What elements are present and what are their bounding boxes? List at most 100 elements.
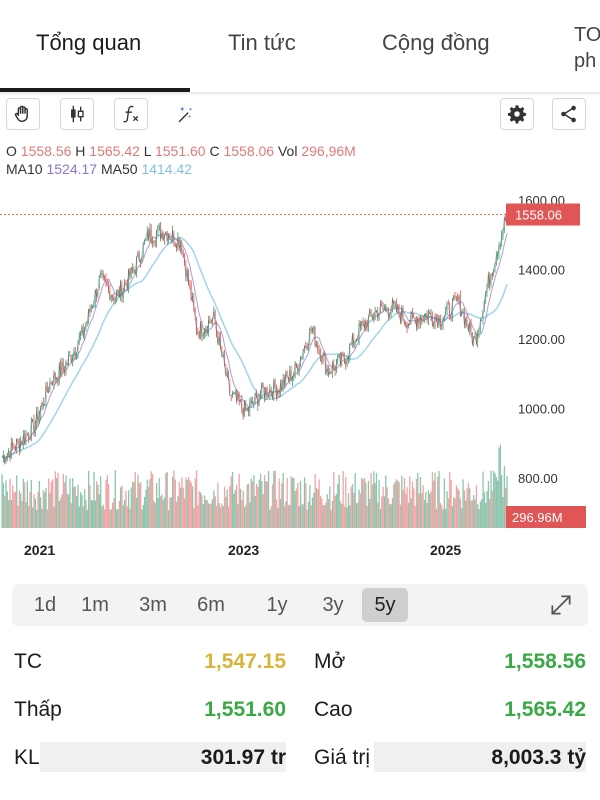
volume-bar (251, 481, 254, 528)
volume-bar (474, 499, 476, 528)
volume-bar (403, 478, 406, 528)
volume-bar (93, 472, 95, 528)
volume-bar (447, 498, 450, 528)
volume-bar (198, 491, 200, 528)
volume-bar (466, 488, 468, 528)
volume-bar (158, 478, 160, 528)
stat-tc: TC 1,547.15 (14, 650, 286, 673)
tab-overview[interactable]: Tổng quan (36, 30, 142, 55)
volume-bar (358, 489, 360, 528)
volume-bar (175, 501, 178, 528)
volume-bar (247, 483, 250, 528)
volume-bar (234, 489, 236, 528)
volume-bar (505, 488, 507, 528)
volume-bar (96, 481, 98, 528)
volume-bar (8, 499, 10, 528)
volume-bar (22, 478, 25, 528)
volume-bar (267, 470, 270, 528)
volume-bar (301, 503, 303, 528)
x-tick-label: 2023 (228, 542, 259, 558)
volume-bar (50, 481, 53, 528)
volume-bar (423, 499, 426, 528)
volume-bar (311, 497, 314, 528)
volume-bar (206, 500, 208, 528)
volume-bar (61, 494, 63, 528)
magic-wand-icon[interactable] (168, 98, 202, 130)
volume-bar (442, 509, 444, 528)
volume-bar (183, 498, 186, 528)
volume-bar (477, 504, 479, 528)
range-1y[interactable]: 1y (266, 594, 288, 616)
volume-bar (313, 492, 315, 528)
volume-bar (36, 509, 38, 528)
volume-bar (398, 482, 400, 528)
volume-bar (190, 482, 192, 528)
volume-bar (92, 500, 94, 528)
tab-bar: Tổng quan Tin tức Cộng đồng TO ph (0, 0, 600, 92)
volume-bar (159, 496, 162, 528)
volume-bar (48, 478, 50, 528)
volume-bar (46, 509, 49, 528)
price-chart[interactable]: 1600.00 1400.00 1200.00 1000.00 800.00 1558.0… (0, 180, 600, 570)
tab-clipped[interactable]: TO ph (574, 24, 600, 72)
volume-bar (49, 492, 51, 528)
volume-bar (382, 486, 384, 528)
function-icon[interactable] (114, 98, 148, 130)
volume-bar (425, 492, 427, 528)
volume-bar (469, 488, 471, 528)
volume-bar (309, 485, 311, 528)
volume-bar (333, 472, 335, 528)
volume-bar (20, 493, 22, 528)
volume-bar (17, 505, 19, 528)
gear-icon[interactable] (500, 98, 534, 130)
volume-bar (437, 476, 439, 528)
volume-bar (291, 477, 294, 528)
volume-bar (483, 492, 486, 528)
range-1d[interactable]: 1d (33, 594, 57, 616)
volume-bar (414, 506, 416, 528)
volume-bar (215, 505, 218, 528)
volume-bar (133, 482, 135, 528)
volume-bar (395, 479, 398, 528)
volume-bar (406, 487, 408, 528)
tab-news[interactable]: Tin tức (228, 30, 296, 55)
x-tick-label: 2025 (430, 542, 461, 558)
stat-value: Giá trị 8,003.3 tỷ (314, 738, 586, 778)
volume-bar (491, 490, 494, 528)
range-1m[interactable]: 1m (81, 594, 109, 616)
volume-bar (457, 488, 459, 528)
range-6m[interactable]: 6m (197, 594, 225, 616)
volume-bar (339, 501, 342, 528)
volume-bar (213, 490, 215, 528)
volume-bar (453, 497, 455, 528)
volume-bar (461, 508, 463, 528)
range-3m[interactable]: 3m (139, 594, 167, 616)
range-5y[interactable]: 5y (362, 588, 408, 622)
volume-bar (187, 476, 190, 528)
volume-bar (433, 480, 435, 528)
price-chart-svg[interactable]: 1600.001400.001200.001000.00800.001558.0… (0, 180, 600, 570)
volume-bar (430, 491, 432, 528)
volume-bar (397, 480, 399, 528)
volume-bar (411, 481, 414, 528)
volume-bar (138, 483, 140, 528)
tab-community[interactable]: Cộng đồng (382, 30, 490, 55)
stat-high: Cao 1,565.42 (314, 698, 586, 721)
candlestick-icon[interactable] (60, 98, 94, 130)
volume-bar (342, 471, 344, 528)
expand-icon[interactable] (548, 592, 574, 618)
range-3y[interactable]: 3y (322, 594, 344, 616)
volume-bar (80, 492, 82, 528)
last-price-tag-text: 1558.06 (515, 208, 562, 223)
share-icon[interactable] (552, 98, 586, 130)
volume-bar (62, 473, 64, 528)
volume-bar (107, 483, 110, 528)
volume-bar (359, 493, 362, 528)
volume-bar (299, 480, 302, 528)
hand-icon[interactable] (6, 98, 40, 130)
volume-bar (54, 471, 56, 528)
volume-bar (66, 493, 68, 528)
last-price-tag (506, 203, 580, 226)
volume-bar (330, 509, 332, 528)
volume-bar (52, 479, 54, 528)
